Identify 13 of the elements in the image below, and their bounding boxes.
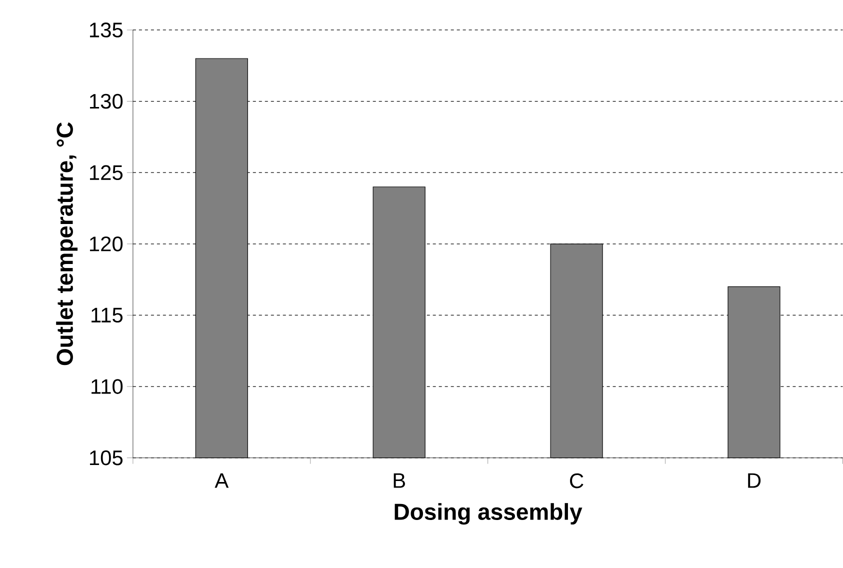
x-tick-label: D xyxy=(748,473,761,488)
x-tick-label: A xyxy=(214,473,229,488)
y-tick-label: 130 xyxy=(90,94,123,109)
y-axis-title: Outlet temperature, °C xyxy=(56,122,78,366)
y-tick-label: 135 xyxy=(90,22,123,38)
y-tick-label: 115 xyxy=(92,308,123,323)
x-tick-label: C xyxy=(570,473,584,488)
y-tick-label: 125 xyxy=(90,165,123,180)
y-tick-label: 110 xyxy=(92,379,123,394)
y-tick-label: 120 xyxy=(90,236,123,252)
x-tick-label: B xyxy=(394,473,405,488)
y-tick-label: 105 xyxy=(90,450,123,466)
x-axis-title: Dosing assembly xyxy=(394,503,582,525)
